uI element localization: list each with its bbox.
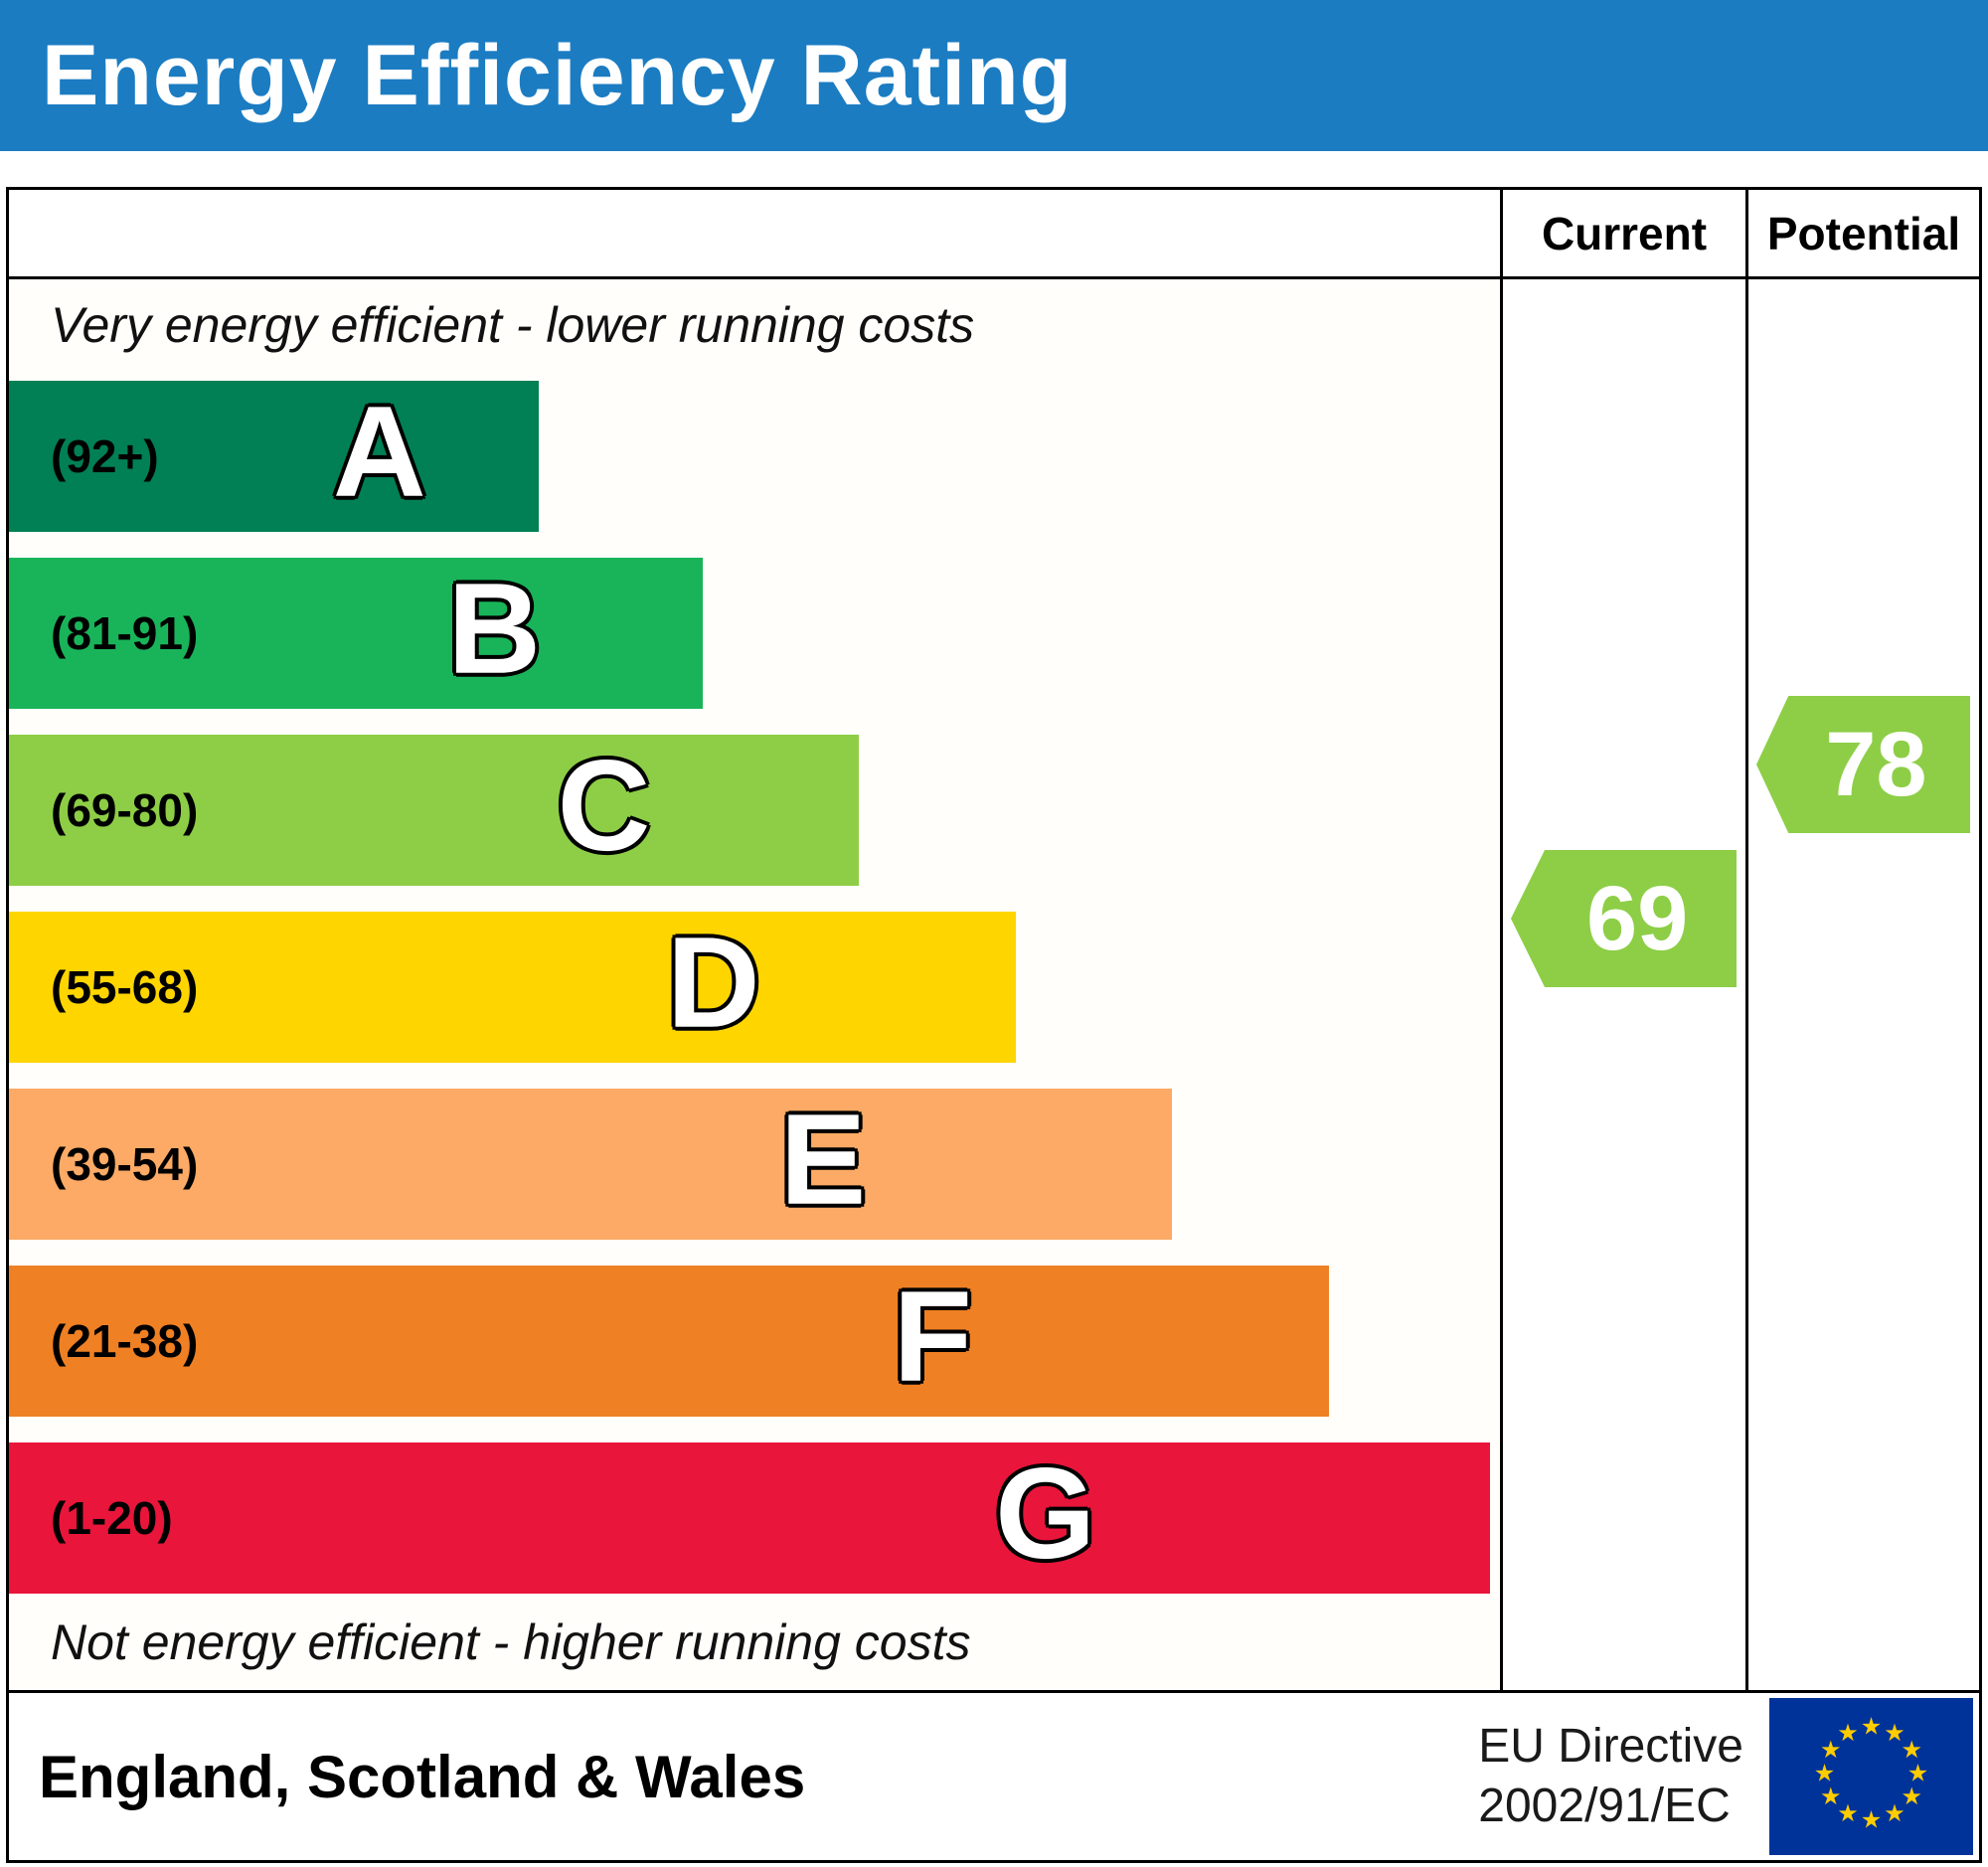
band-a-bar: (92+) A (9, 381, 539, 532)
band-b-bar: (81-91) B (9, 558, 703, 709)
eu-star-icon: ★ (1901, 1783, 1922, 1810)
current-rating-value: 69 (1585, 868, 1689, 969)
eu-directive-line1: EU Directive (1478, 1720, 1743, 1773)
band-a-range: (92+) (51, 430, 159, 482)
band-a-letter: A (332, 378, 426, 524)
eu-star-icon: ★ (1820, 1783, 1842, 1810)
potential-rating-value: 78 (1825, 714, 1927, 815)
band-c-range: (69-80) (51, 784, 199, 836)
eu-star-icon: ★ (1861, 1807, 1883, 1834)
band-c-bar: (69-80) C (9, 735, 859, 886)
region-label: England, Scotland & Wales (39, 1743, 806, 1810)
bottom-note: Not energy efficient - higher running co… (51, 1614, 971, 1670)
eu-star-icon: ★ (1901, 1737, 1922, 1764)
title-bar: Energy Efficiency Rating (0, 0, 1988, 151)
bands-area: Very energy efficient - lower running co… (9, 279, 1500, 1690)
band-b-letter: B (447, 555, 542, 701)
potential-column: 78 (1745, 279, 1979, 1690)
current-column: 69 (1500, 279, 1745, 1690)
band-f-range: (21-38) (51, 1315, 199, 1367)
potential-column-header: Potential (1745, 190, 1979, 279)
rating-grid: Current Potential Very energy efficient … (9, 190, 1979, 1690)
band-d-bar: (55-68) D (9, 912, 1016, 1063)
eu-directive-line2: 2002/91/EC (1478, 1780, 1731, 1832)
footer: England, Scotland & Wales EU Directive 2… (9, 1690, 1979, 1860)
eu-flag-field (1769, 1698, 1973, 1855)
band-c-letter: C (557, 732, 651, 878)
band-e-range: (39-54) (51, 1138, 199, 1190)
eu-star-icon: ★ (1907, 1761, 1929, 1787)
eu-flag-icon: ★ ★ ★ ★ ★ ★ ★ ★ ★ ★ ★ ★ (1769, 1698, 1973, 1855)
eu-flag-stars: ★ ★ ★ ★ ★ ★ ★ ★ ★ ★ ★ ★ (1814, 1714, 1929, 1834)
band-g-range: (1-20) (51, 1492, 173, 1544)
band-d-letter: D (666, 909, 760, 1055)
eu-star-icon: ★ (1837, 1720, 1859, 1747)
rating-table: Current Potential Very energy efficient … (6, 187, 1982, 1863)
band-e-letter: E (779, 1086, 867, 1232)
page-title: Energy Efficiency Rating (42, 27, 1074, 123)
band-e-bar: (39-54) E (9, 1089, 1172, 1240)
top-note: Very energy efficient - lower running co… (51, 297, 975, 353)
band-b-range: (81-91) (51, 607, 199, 659)
band-d-range: (55-68) (51, 961, 199, 1013)
band-f-letter: F (893, 1263, 972, 1409)
eu-star-icon: ★ (1837, 1800, 1859, 1827)
band-g-bar: (1-20) G (9, 1443, 1490, 1594)
eu-directive-label: EU Directive 2002/91/EC (1478, 1717, 1743, 1836)
main-header-cell (9, 190, 1500, 279)
eu-star-icon: ★ (1884, 1720, 1905, 1747)
potential-rating-arrow: 78 (1756, 696, 1970, 833)
band-f-bar: (21-38) F (9, 1266, 1329, 1417)
current-column-header: Current (1500, 190, 1745, 279)
rating-bands: (92+) A (81-91) B (69-80) C (55-68) D (9, 381, 1500, 1594)
current-rating-arrow: 69 (1511, 850, 1737, 987)
band-g-letter: G (995, 1440, 1096, 1586)
eu-star-icon: ★ (1814, 1761, 1836, 1787)
eu-star-icon: ★ (1861, 1714, 1883, 1741)
eu-star-icon: ★ (1884, 1800, 1905, 1827)
eu-star-icon: ★ (1820, 1737, 1842, 1764)
